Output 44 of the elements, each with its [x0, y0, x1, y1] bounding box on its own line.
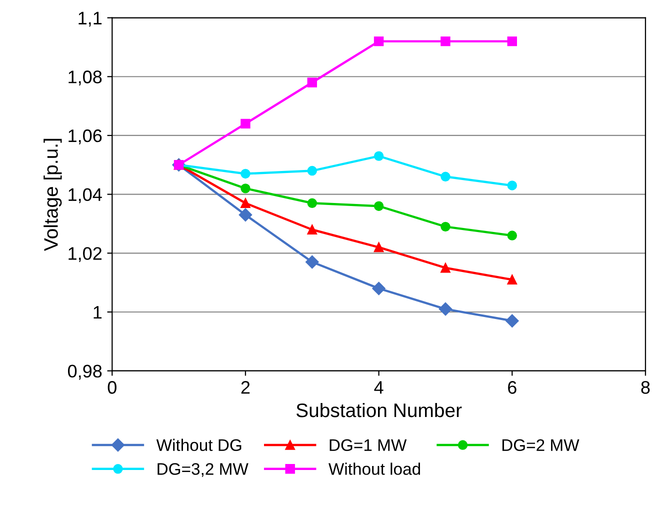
x-tick-label: 6 [508, 381, 516, 394]
y-tick-label: 1,04 [68, 188, 102, 204]
y-axis-title: Voltage [p.u.] [44, 138, 62, 251]
point [240, 118, 250, 129]
point [372, 282, 386, 296]
point [240, 168, 250, 179]
y-tick-label: 1,06 [68, 129, 102, 144]
legend-label: DG=1 MW [330, 439, 407, 452]
point [306, 255, 319, 269]
y-tick-label: 0,98 [68, 364, 102, 380]
point [507, 36, 518, 46]
x-tick-label: 4 [374, 381, 384, 394]
y-tick-label: 1 [94, 306, 102, 319]
point [240, 198, 250, 208]
point [440, 222, 450, 232]
point [238, 208, 252, 222]
point [307, 198, 318, 208]
x-tick-label: 0 [108, 381, 116, 394]
point [440, 263, 450, 273]
point [374, 36, 384, 46]
legend-label: DG=3,2 MW [158, 463, 248, 477]
point [374, 151, 384, 161]
y-tick-label: 1,1 [78, 12, 102, 27]
point [307, 166, 318, 176]
point [440, 36, 450, 46]
point [438, 302, 452, 316]
y-tick-label: 1,08 [68, 70, 102, 86]
point [374, 242, 384, 252]
point [374, 201, 384, 211]
point [507, 274, 518, 284]
point [506, 314, 519, 328]
x-tick-label: 2 [241, 381, 250, 394]
x-axis-title: Substation Number [296, 402, 462, 418]
point [507, 180, 518, 190]
point [240, 184, 250, 194]
legend-label: DG=2 MW [502, 439, 580, 452]
x-tick-label: 8 [641, 381, 650, 394]
legend-label: Without DG [156, 438, 242, 452]
point [507, 230, 518, 240]
point [440, 172, 450, 182]
legend-label: Without load [328, 462, 420, 475]
point [307, 78, 318, 88]
y-tick-label: 1,02 [68, 247, 102, 262]
point [307, 224, 318, 234]
